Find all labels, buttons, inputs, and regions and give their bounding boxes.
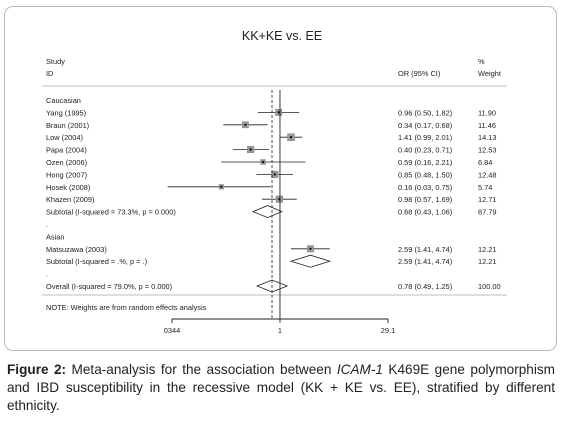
study-weight-text: 12.48	[478, 170, 497, 179]
study-label: Low (2004)	[46, 133, 83, 142]
study-label: Yang (1995)	[46, 108, 86, 117]
forest-plot: KK+KE vs. EE Study ID OR (95% CI) % Weig…	[42, 29, 507, 335]
figure-caption: Figure 2: Meta-analysis for the associat…	[7, 361, 555, 415]
study-ci-text: 2.59 (1.41, 4.74)	[398, 245, 452, 254]
study-ci-text: 0.98 (0.57, 1.69)	[398, 195, 452, 204]
study-ci-text: 1.41 (0.99, 2.01)	[398, 133, 452, 142]
chart-title: KK+KE vs. EE	[242, 29, 322, 43]
study-label: Papa (2004)	[46, 146, 87, 155]
subtotal-weight-text: 87.79	[478, 208, 497, 217]
header-id: ID	[46, 69, 53, 78]
study-weight-text: 11.46	[478, 121, 496, 130]
study-weight-text: 14.13	[478, 133, 497, 142]
subtotal-weight-text: 12.21	[478, 257, 497, 266]
subtotal-ci-text: 0.68 (0.43, 1.06)	[398, 208, 452, 217]
study-label: Braun (2001)	[46, 121, 89, 130]
point-estimate	[277, 111, 280, 114]
point-estimate	[261, 160, 265, 164]
study-label: Matsuzawa (2003)	[46, 245, 107, 254]
study-label: Hosek (2008)	[46, 183, 90, 192]
study-ci-text: 0.40 (0.23, 0.71)	[398, 146, 452, 155]
header-study: Study	[46, 57, 65, 66]
study-ci-text: 0.16 (0.03, 0.75)	[398, 183, 452, 192]
header-weight-pct: %	[478, 57, 485, 66]
overall-label: Overall (I-squared = 79.0%, p = 0.000)	[46, 282, 172, 291]
study-ci-text: 0.59 (0.16, 2.21)	[398, 158, 452, 167]
weights-note: NOTE: Weights are from random effects an…	[46, 303, 207, 312]
subtotal-label: Subtotal (I-squared = .%, p = .)	[46, 257, 147, 266]
study-weight-text: 11.90	[478, 108, 496, 117]
subtotal-diamond	[289, 254, 332, 268]
overall-weight-text: 100.00	[478, 282, 501, 291]
study-weight-text: 12.71	[478, 195, 497, 204]
point-estimate	[220, 185, 223, 188]
study-ci-text: 0.85 (0.48, 1.50)	[398, 170, 452, 179]
separator-dot: .	[46, 220, 48, 229]
header-weight: Weight	[478, 69, 501, 78]
point-estimate	[273, 173, 276, 176]
x-tick-label: 1	[278, 326, 282, 335]
study-weight-text: 6.84	[478, 158, 492, 167]
caption-gene: ICAM-1	[336, 362, 383, 377]
group-label: Asian	[46, 232, 65, 241]
study-label: Khazen (2009)	[46, 195, 94, 204]
header-or: OR (95% CI)	[398, 69, 440, 78]
study-weight-text: 5.74	[478, 183, 492, 192]
subtotal-label: Subtotal (I-squared = 73.3%, p = 0.000)	[46, 208, 176, 217]
figure-panel	[4, 6, 557, 351]
x-tick-label: 0344	[164, 326, 180, 335]
study-weight-text: 12.21	[478, 245, 497, 254]
study-label: Ozen (2006)	[46, 158, 87, 167]
x-tick-label: 29.1	[381, 326, 395, 335]
point-estimate	[249, 148, 252, 151]
study-ci-text: 0.96 (0.50, 1.82)	[398, 108, 452, 117]
separator-dot: .	[46, 270, 48, 279]
group-label: Caucasian	[46, 96, 81, 105]
study-label: Hong (2007)	[46, 170, 87, 179]
point-estimate	[289, 136, 293, 139]
study-ci-text: 0.34 (0.17, 0.68)	[398, 121, 452, 130]
point-estimate	[309, 247, 312, 250]
study-weight-text: 12.53	[478, 146, 497, 155]
subtotal-ci-text: 2.59 (1.41, 4.74)	[398, 257, 452, 266]
caption-label: Figure 2:	[7, 362, 67, 377]
caption-text-1: Meta-analysis for the association betwee…	[66, 362, 337, 377]
overall-ci-text: 0.78 (0.49, 1.25)	[398, 282, 452, 291]
subtotal-diamond	[251, 205, 283, 219]
point-estimate	[244, 123, 247, 127]
caption-text-2: K469E gene polymorphism and IBD suscepti…	[7, 362, 555, 413]
